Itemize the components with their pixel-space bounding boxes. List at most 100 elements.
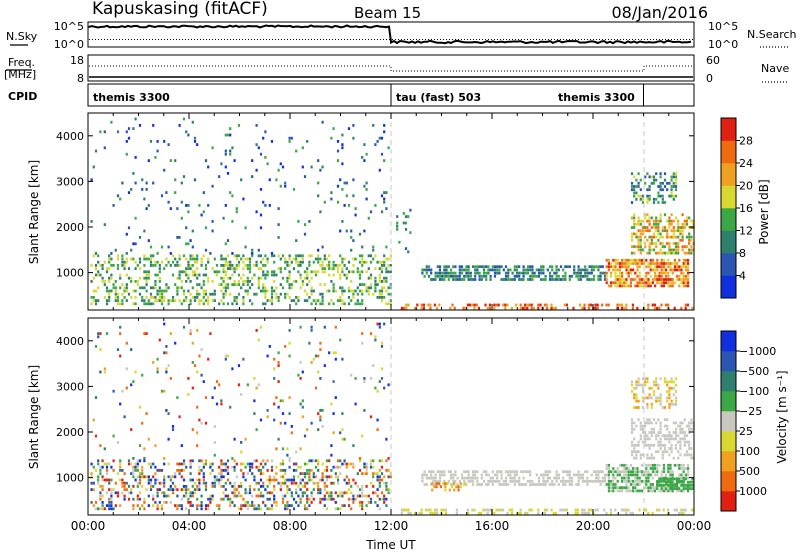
data-cell [648, 431, 651, 434]
data-cell [586, 470, 589, 474]
data-cell [352, 136, 355, 140]
data-cell [436, 265, 439, 269]
data-cell [336, 459, 340, 463]
data-cell [471, 470, 475, 474]
data-cell [141, 299, 144, 302]
data-cell [648, 447, 651, 450]
data-cell [275, 472, 278, 475]
data-cell [630, 431, 634, 434]
data-cell [378, 136, 381, 140]
data-cell [222, 491, 225, 495]
data-cell [443, 473, 446, 477]
data-cell [434, 271, 437, 275]
data-cell [436, 274, 439, 278]
data-cell [145, 276, 148, 280]
data-cell [207, 357, 210, 361]
data-cell [277, 207, 280, 210]
data-cell [108, 276, 111, 280]
data-cell [341, 292, 344, 296]
data-cell [652, 181, 656, 185]
data-cell [279, 399, 282, 403]
data-cell [478, 271, 481, 275]
data-cell [165, 264, 168, 267]
data-cell [676, 262, 679, 265]
data-cell [185, 130, 188, 134]
data-cell [633, 393, 636, 397]
data-cell [662, 484, 665, 487]
data-cell [306, 462, 309, 466]
data-cell [336, 299, 340, 302]
data-cell [182, 462, 186, 466]
data-cell [110, 289, 113, 293]
data-cell [504, 470, 508, 474]
data-cell [581, 476, 585, 480]
data-cell [668, 226, 671, 229]
data-cell [297, 485, 300, 488]
data-cell [97, 270, 100, 274]
data-cell [108, 267, 111, 270]
data-cell [277, 236, 280, 239]
data-cell [330, 191, 333, 194]
data-cell [422, 303, 425, 307]
data-cell [121, 292, 124, 296]
data-cell [638, 281, 641, 285]
data-cell [264, 504, 267, 507]
data-cell [672, 248, 675, 252]
data-cell [231, 491, 234, 495]
data-cell [380, 194, 384, 198]
data-cell [233, 299, 236, 302]
data-cell [674, 175, 678, 179]
data-cell [648, 242, 651, 245]
data-cell [565, 303, 568, 307]
data-cell [650, 181, 653, 185]
data-cell [222, 292, 225, 296]
data-cell [607, 467, 610, 470]
data-cell [297, 264, 300, 267]
data-cell [688, 424, 691, 428]
data-cell [253, 377, 256, 380]
data-cell [630, 380, 634, 384]
data-cell [637, 245, 640, 249]
data-cell [171, 491, 175, 495]
data-cell [467, 476, 470, 480]
data-cell [121, 264, 124, 267]
data-cell [134, 478, 137, 482]
data-cell [182, 469, 186, 472]
data-cell [551, 265, 554, 269]
data-cell [487, 483, 490, 486]
data-cell [456, 476, 459, 480]
data-cell [367, 289, 370, 293]
data-cell [264, 264, 267, 267]
data-cell [687, 258, 690, 262]
data-cell [207, 280, 210, 283]
data-cell [637, 450, 640, 454]
data-cell [520, 271, 523, 275]
data-cell [215, 270, 219, 274]
data-cell [369, 462, 373, 466]
data-cell [356, 292, 359, 296]
data-cell [577, 278, 580, 281]
data-cell [143, 501, 146, 504]
data-cell [546, 470, 549, 474]
data-cell [306, 276, 309, 280]
data-cell [651, 511, 654, 515]
data-cell [268, 491, 271, 495]
data-cell [233, 459, 236, 463]
data-cell [270, 273, 274, 277]
data-cell [687, 281, 690, 285]
data-cell [647, 489, 650, 493]
data-cell [301, 399, 304, 403]
data-cell [387, 488, 390, 491]
data-cell [372, 245, 375, 249]
data-cell [262, 485, 265, 488]
data-cell [196, 273, 199, 277]
data-cell [491, 268, 494, 272]
data-cell [597, 470, 600, 474]
data-cell [116, 472, 120, 475]
data-cell [167, 260, 170, 264]
data-cell [652, 197, 656, 201]
data-cell [658, 508, 661, 512]
data-cell [376, 475, 379, 479]
data-cell [670, 386, 673, 390]
data-cell [279, 421, 282, 425]
